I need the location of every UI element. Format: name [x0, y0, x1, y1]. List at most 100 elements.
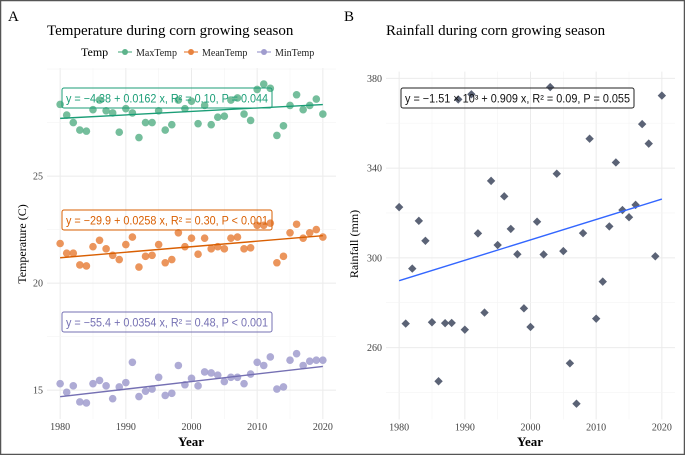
- data-point: [187, 374, 196, 383]
- y-tick-label: 20: [33, 279, 43, 290]
- data-point: [213, 371, 222, 379]
- data-point: [519, 304, 529, 313]
- data-point: [102, 245, 110, 253]
- data-point: [299, 361, 307, 370]
- data-point: [460, 325, 470, 334]
- legend-key-marker: [122, 49, 128, 55]
- data-point: [319, 110, 327, 118]
- regression-equation: y = −55.4 + 0.0354 x, R² = 0.48, P < 0.0…: [66, 318, 268, 330]
- data-point: [62, 249, 71, 257]
- data-point: [299, 234, 307, 242]
- series-maxtemp: y = −4.38 + 0.0162 x, R² = 0.10, P = 0.0…: [56, 80, 327, 142]
- legend-key-marker: [261, 49, 267, 55]
- data-point: [532, 217, 542, 226]
- panel-label-b: B: [344, 9, 354, 25]
- data-point: [76, 126, 84, 134]
- data-point: [273, 258, 281, 267]
- data-point: [89, 105, 97, 114]
- data-point: [233, 373, 242, 382]
- data-point: [286, 356, 294, 364]
- equation-box: [400, 87, 635, 109]
- data-point: [467, 90, 476, 99]
- data-point: [319, 356, 327, 364]
- data-point: [312, 95, 321, 103]
- panel-label-a: A: [8, 9, 19, 25]
- y-axis-label-b: Rainfall (mm): [347, 210, 361, 278]
- data-point: [181, 104, 189, 113]
- data-point: [102, 382, 110, 390]
- data-point: [305, 357, 314, 366]
- x-tick-label: 2010: [247, 422, 267, 433]
- data-point: [253, 85, 261, 94]
- legend-entry-meantemp: MeanTemp: [202, 48, 247, 59]
- data-point: [194, 250, 202, 259]
- data-point: [273, 385, 281, 393]
- data-point: [69, 249, 78, 257]
- data-point: [174, 361, 183, 370]
- data-point: [585, 134, 594, 143]
- data-point: [148, 118, 156, 127]
- data-point: [56, 239, 64, 248]
- data-point: [273, 131, 281, 140]
- data-point: [115, 383, 124, 391]
- data-point: [480, 308, 489, 317]
- trend-line: [398, 198, 663, 282]
- data-point: [598, 277, 607, 286]
- data-point: [89, 379, 97, 388]
- legend-entry-mintemp: MinTemp: [275, 48, 314, 59]
- legend-title: Temp: [81, 45, 108, 59]
- data-point: [167, 389, 176, 398]
- data-point: [122, 104, 130, 113]
- data-point: [552, 169, 561, 178]
- grid: [386, 71, 675, 420]
- data-point: [115, 255, 124, 264]
- data-point: [286, 101, 294, 110]
- data-point: [259, 221, 268, 230]
- data-point: [227, 234, 235, 242]
- data-point: [500, 192, 509, 201]
- data-point: [82, 399, 91, 407]
- data-point: [427, 318, 437, 327]
- data-point: [115, 128, 124, 137]
- data-point: [253, 221, 261, 230]
- trend-line: [60, 365, 323, 398]
- y-tick-label: 15: [33, 386, 43, 397]
- data-point: [187, 234, 196, 242]
- data-point: [401, 319, 410, 328]
- data-point: [200, 234, 209, 242]
- y-axis-label-a: Temperature (C): [15, 204, 29, 283]
- data-point: [161, 126, 170, 134]
- data-point: [421, 236, 430, 245]
- data-point: [95, 236, 104, 245]
- data-point: [207, 245, 216, 253]
- regression-equation: y = −1.51 × 10³ + 0.909 x, R² = 0.09, P …: [405, 94, 630, 106]
- data-point: [414, 216, 424, 226]
- data-point: [246, 243, 255, 252]
- y-tick-label: 340: [367, 164, 382, 175]
- data-point: [187, 97, 196, 105]
- x-tick-label: 2000: [182, 422, 202, 433]
- data-point: [631, 200, 640, 210]
- chart-title-a: Temperature during corn growing season: [47, 23, 294, 39]
- trend-line: [60, 103, 323, 120]
- panel-a: A Temperature during corn growing season…: [8, 9, 336, 449]
- data-point: [279, 252, 288, 261]
- data-point: [167, 255, 176, 264]
- legend-key-marker: [188, 49, 194, 55]
- data-point: [95, 96, 104, 104]
- regression-equation: y = −4.38 + 0.0162 x, R² = 0.10, P = 0.0…: [66, 94, 269, 106]
- data-point: [135, 392, 143, 401]
- legend-entry-maxtemp: MaxTemp: [136, 48, 177, 59]
- data-point: [644, 139, 653, 148]
- data-point: [312, 356, 321, 364]
- data-point: [279, 383, 288, 391]
- data-point: [69, 382, 78, 390]
- data-point: [167, 120, 176, 129]
- series-meantemp: y = −29.9 + 0.0258 x, R² = 0.30, P < 0.0…: [56, 209, 327, 271]
- data-point: [240, 110, 248, 118]
- data-point: [434, 377, 443, 386]
- data-point: [207, 120, 216, 129]
- data-point: [657, 91, 667, 100]
- data-point: [108, 394, 117, 403]
- data-point: [259, 80, 268, 88]
